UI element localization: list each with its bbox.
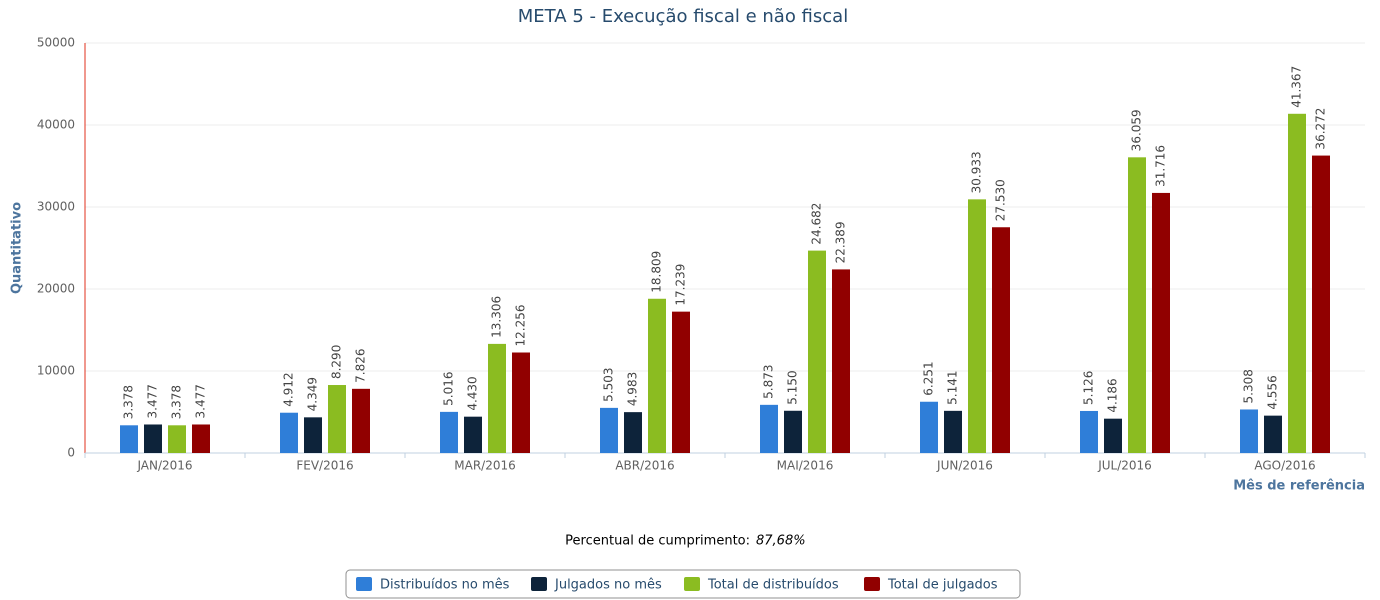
bar <box>944 410 962 453</box>
value-label: 5.126 <box>1082 371 1096 405</box>
legend-swatch <box>531 577 547 591</box>
value-label: 3.477 <box>194 384 208 418</box>
value-label: 12.256 <box>514 305 528 347</box>
value-label: 36.059 <box>1130 109 1144 151</box>
bar <box>648 298 666 453</box>
value-label: 5.016 <box>442 372 456 406</box>
bar <box>1080 410 1098 453</box>
bar <box>192 424 210 453</box>
y-tick-label: 40000 <box>37 118 75 132</box>
bar <box>120 425 138 453</box>
annotation-label: Percentual de cumprimento: <box>565 534 750 549</box>
y-tick-label: 50000 <box>37 36 75 50</box>
annotation-value: 87,68% <box>756 534 806 549</box>
x-tick-label: MAI/2016 <box>777 459 834 473</box>
legend-label: Distribuídos no mês <box>380 578 510 593</box>
bar <box>280 412 298 453</box>
legend-label: Total de distribuídos <box>707 578 839 593</box>
chart-title: META 5 - Execução fiscal e não fiscal <box>518 6 848 27</box>
x-tick-label: JUN/2016 <box>936 459 993 473</box>
bar <box>760 404 778 453</box>
bar <box>1152 192 1170 453</box>
x-tick-label: MAR/2016 <box>454 459 515 473</box>
x-axis-title: Mês de referência <box>1233 479 1365 494</box>
bar <box>352 388 370 453</box>
value-label: 41.367 <box>1290 66 1304 108</box>
bar <box>464 416 482 453</box>
value-label: 31.716 <box>1154 145 1168 187</box>
value-label: 3.378 <box>122 385 136 419</box>
value-label: 7.826 <box>354 348 368 382</box>
bar <box>512 352 530 453</box>
value-label: 13.306 <box>490 296 504 338</box>
bar <box>168 425 186 453</box>
x-tick-label: ABR/2016 <box>615 459 674 473</box>
value-label: 36.272 <box>1314 108 1328 150</box>
bar <box>328 385 346 453</box>
y-axis-title: Quantitativo <box>10 202 25 294</box>
bar <box>1104 418 1122 453</box>
bar <box>992 227 1010 453</box>
x-tick-label: AGO/2016 <box>1254 459 1315 473</box>
y-tick-label: 20000 <box>37 282 75 296</box>
legend-swatch <box>356 577 372 591</box>
x-tick-label: FEV/2016 <box>296 459 353 473</box>
y-tick-label: 30000 <box>37 200 75 214</box>
bar <box>1128 157 1146 453</box>
bar <box>784 410 802 453</box>
bar <box>624 412 642 453</box>
y-tick-label: 10000 <box>37 364 75 378</box>
value-label: 4.983 <box>626 372 640 406</box>
bar <box>832 269 850 453</box>
legend-swatch <box>684 577 700 591</box>
value-label: 18.809 <box>650 251 664 293</box>
legend-box <box>345 569 1021 599</box>
value-label: 5.141 <box>946 370 960 404</box>
legend-label: Julgados no mês <box>554 578 662 593</box>
y-tick-label: 0 <box>67 446 75 460</box>
bar <box>1240 409 1258 453</box>
value-label: 5.150 <box>786 370 800 404</box>
value-label: 4.912 <box>282 372 296 406</box>
bar <box>304 417 322 453</box>
value-label: 5.308 <box>1242 369 1256 403</box>
value-label: 5.503 <box>602 368 616 402</box>
bar <box>920 401 938 453</box>
bar <box>808 250 826 453</box>
value-label: 4.349 <box>306 377 320 411</box>
value-label: 17.239 <box>674 264 688 306</box>
bar <box>672 311 690 453</box>
value-label: 5.873 <box>762 364 776 398</box>
bar <box>1264 415 1282 453</box>
x-tick-label: JUL/2016 <box>1097 459 1152 473</box>
value-label: 27.530 <box>994 179 1008 221</box>
bar <box>1288 113 1306 454</box>
bar <box>144 424 162 453</box>
bar <box>968 199 986 453</box>
legend-swatch <box>864 577 880 591</box>
value-label: 4.556 <box>1266 375 1280 409</box>
bar <box>1312 155 1330 454</box>
value-label: 30.933 <box>970 151 984 193</box>
bar <box>440 411 458 453</box>
value-label: 4.186 <box>1106 378 1120 412</box>
value-label: 4.430 <box>466 376 480 410</box>
legend-label: Total de julgados <box>887 578 998 593</box>
bar <box>600 407 618 453</box>
value-label: 3.477 <box>146 384 160 418</box>
value-label: 22.389 <box>834 221 848 263</box>
value-label: 6.251 <box>922 361 936 395</box>
value-label: 3.378 <box>170 385 184 419</box>
value-label: 24.682 <box>810 203 824 245</box>
value-label: 8.290 <box>330 345 344 379</box>
x-tick-label: JAN/2016 <box>136 459 192 473</box>
bar <box>488 343 506 453</box>
